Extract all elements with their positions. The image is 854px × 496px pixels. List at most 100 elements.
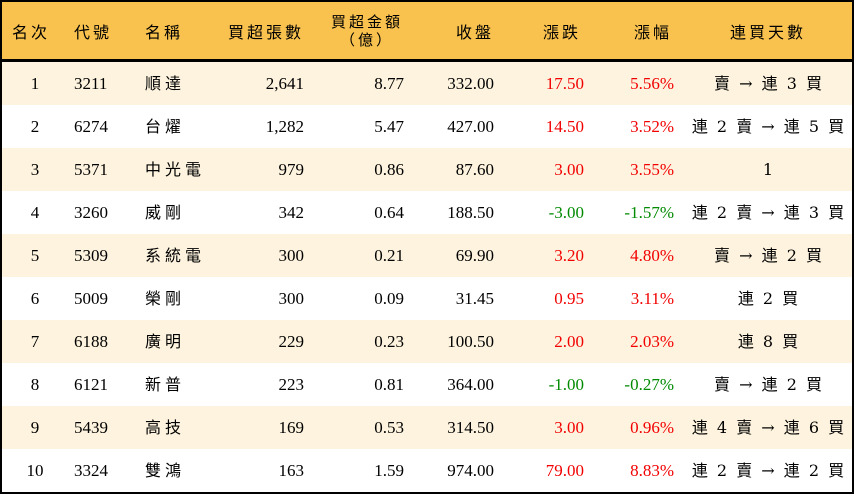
change-pct-cell: 3.52%: [630, 117, 674, 136]
table-row: 6 5009 榮剛 300 0.09 31.45 0.95 3.11% 連 2 …: [2, 277, 852, 320]
code-cell: 3324: [74, 461, 108, 480]
close-cell: 87.60: [455, 160, 494, 179]
change-cell: -3.00: [548, 203, 584, 222]
lots-cell: 229: [278, 332, 305, 351]
rank-cell: 3: [30, 160, 40, 179]
header-net-buy-amount-line2: （億）: [339, 30, 394, 49]
close-cell: 314.50: [447, 418, 494, 437]
change-cell: 2.00: [554, 332, 584, 351]
lots-cell: 342: [278, 203, 305, 222]
streak-cell: 1: [762, 160, 776, 179]
rank-cell: 5: [30, 246, 40, 265]
header-net-buy-amount: 買超金額 （億）: [324, 2, 410, 59]
code-cell: 6121: [74, 375, 108, 394]
header-rank: 名次: [12, 22, 51, 42]
code-cell: 5439: [74, 418, 108, 437]
streak-cell: 連 2 買: [737, 289, 801, 308]
rank-cell: 1: [30, 74, 40, 93]
table-row: 1 3211 順達 2,641 8.77 332.00 17.50 5.56% …: [2, 62, 852, 105]
header-net-buy-lots: 買超張數: [228, 22, 305, 42]
change-pct-cell: 0.96%: [630, 418, 674, 437]
table-row: 8 6121 新普 223 0.81 364.00 -1.00 -0.27% 賣…: [2, 363, 852, 406]
name-cell: 榮剛: [145, 289, 186, 308]
table-row: 10 3324 雙鴻 163 1.59 974.00 79.00 8.83% 連…: [2, 449, 852, 492]
table-row: 2 6274 台燿 1,282 5.47 427.00 14.50 3.52% …: [2, 105, 852, 148]
name-cell: 高技: [145, 418, 186, 437]
change-pct-cell: 2.03%: [630, 332, 674, 351]
change-pct-cell: 5.56%: [630, 74, 674, 93]
streak-cell: 賣 → 連 2 買: [714, 375, 824, 394]
change-cell: 79.00: [545, 461, 584, 480]
lots-cell: 163: [278, 461, 305, 480]
rank-cell: 7: [30, 332, 40, 351]
name-cell: 雙鴻: [145, 461, 186, 480]
change-pct-cell: -0.27%: [624, 375, 674, 394]
code-cell: 5009: [74, 289, 108, 308]
change-cell: 17.50: [545, 74, 584, 93]
rank-cell: 8: [30, 375, 40, 394]
table-row: 9 5439 高技 169 0.53 314.50 3.00 0.96% 連 4…: [2, 406, 852, 449]
lots-cell: 169: [278, 418, 305, 437]
change-cell: -1.00: [548, 375, 584, 394]
name-cell: 系統電: [145, 246, 206, 265]
streak-cell: 連 2 賣 → 連 5 買: [691, 117, 847, 136]
header-name: 名稱: [145, 22, 184, 42]
code-cell: 3260: [74, 203, 108, 222]
streak-cell: 連 2 賣 → 連 3 買: [691, 203, 847, 222]
streak-cell: 連 8 買: [737, 332, 801, 351]
code-cell: 5371: [74, 160, 108, 179]
header-close: 收盤: [456, 22, 495, 42]
table-header: 名次 代號 名稱 買超張數 買超金額 （億） 收盤 漲跌 漲幅 連買天數: [2, 0, 852, 62]
close-cell: 427.00: [447, 117, 494, 136]
close-cell: 332.00: [447, 74, 494, 93]
lots-cell: 300: [278, 289, 305, 308]
header-change: 漲跌: [543, 22, 582, 42]
change-pct-cell: 3.55%: [630, 160, 674, 179]
change-pct-cell: 8.83%: [630, 461, 674, 480]
table-body: 1 3211 順達 2,641 8.77 332.00 17.50 5.56% …: [2, 62, 852, 492]
table-row: 3 5371 中光電 979 0.86 87.60 3.00 3.55% 1: [2, 148, 852, 191]
table-row: 5 5309 系統電 300 0.21 69.90 3.20 4.80% 賣 →…: [2, 234, 852, 277]
rank-cell: 10: [26, 461, 44, 480]
code-cell: 6188: [74, 332, 108, 351]
close-cell: 364.00: [447, 375, 494, 394]
header-code: 代號: [74, 22, 113, 42]
amount-cell: 0.23: [374, 332, 404, 351]
name-cell: 新普: [145, 375, 186, 394]
amount-cell: 5.47: [374, 117, 404, 136]
table-row: 4 3260 威剛 342 0.64 188.50 -3.00 -1.57% 連…: [2, 191, 852, 234]
change-cell: 3.00: [554, 160, 584, 179]
header-net-buy-amount-line1: 買超金額: [330, 12, 403, 31]
code-cell: 6274: [74, 117, 108, 136]
rank-cell: 6: [30, 289, 40, 308]
name-cell: 台燿: [145, 117, 186, 136]
name-cell: 廣明: [145, 332, 186, 351]
streak-cell: 連 2 賣 → 連 2 買: [691, 461, 847, 480]
name-cell: 順達: [145, 74, 186, 93]
change-cell: 3.20: [554, 246, 584, 265]
rank-cell: 4: [30, 203, 40, 222]
amount-cell: 0.21: [374, 246, 404, 265]
change-cell: 3.00: [554, 418, 584, 437]
table-row: 7 6188 廣明 229 0.23 100.50 2.00 2.03% 連 8…: [2, 320, 852, 363]
change-pct-cell: 4.80%: [630, 246, 674, 265]
lots-cell: 300: [278, 246, 305, 265]
close-cell: 100.50: [447, 332, 494, 351]
name-cell: 中光電: [145, 160, 206, 179]
name-cell: 威剛: [145, 203, 186, 222]
change-pct-cell: -1.57%: [624, 203, 674, 222]
lots-cell: 2,641: [265, 74, 304, 93]
lots-cell: 979: [278, 160, 305, 179]
lots-cell: 223: [278, 375, 305, 394]
close-cell: 974.00: [447, 461, 494, 480]
code-cell: 3211: [74, 74, 108, 93]
amount-cell: 1.59: [374, 461, 404, 480]
rank-cell: 2: [30, 117, 40, 136]
header-consecutive-buy-days: 連買天數: [730, 22, 807, 42]
amount-cell: 0.64: [374, 203, 404, 222]
change-pct-cell: 3.11%: [630, 289, 674, 308]
amount-cell: 0.09: [374, 289, 404, 308]
header-change-pct: 漲幅: [634, 22, 673, 42]
rank-cell: 9: [30, 418, 40, 437]
change-cell: 0.95: [554, 289, 584, 308]
